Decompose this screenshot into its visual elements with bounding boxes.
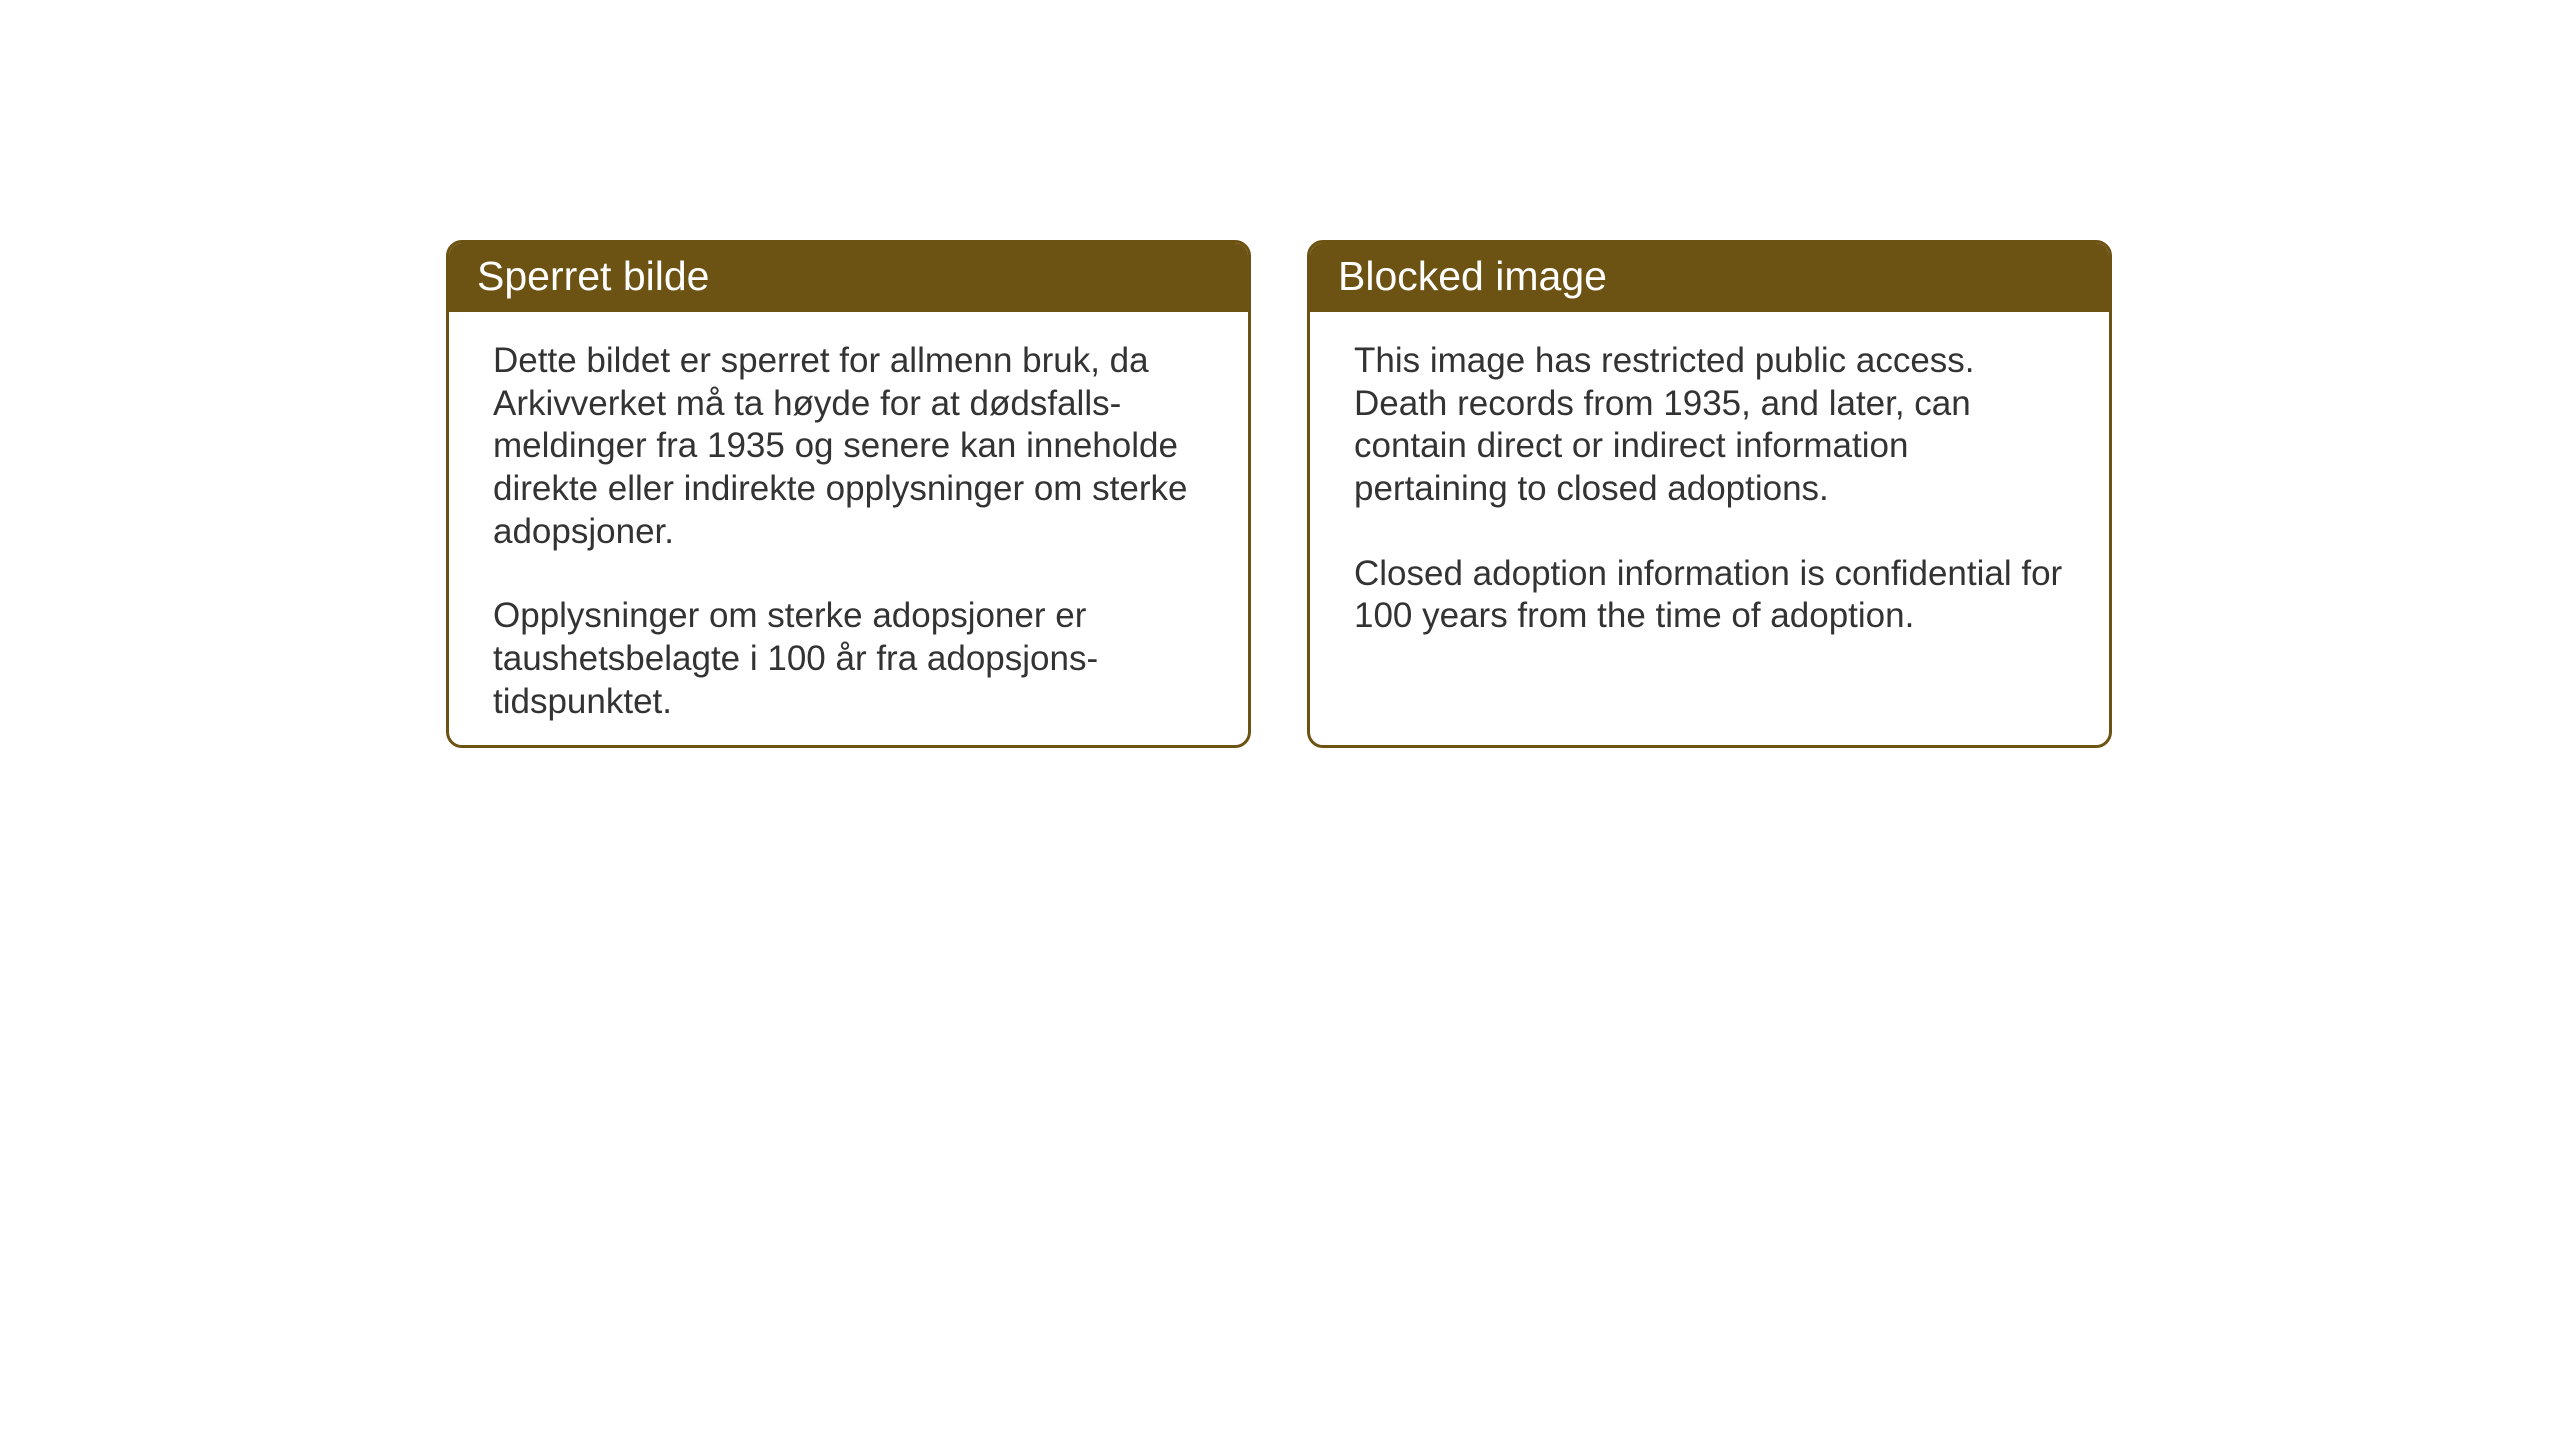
norwegian-card-title: Sperret bilde: [449, 243, 1248, 312]
cards-container: Sperret bilde Dette bildet er sperret fo…: [446, 240, 2112, 748]
english-card-title: Blocked image: [1310, 243, 2109, 312]
english-card: Blocked image This image has restricted …: [1307, 240, 2112, 748]
english-card-body: This image has restricted public access.…: [1310, 312, 2109, 666]
norwegian-paragraph-1: Dette bildet er sperret for allmenn bruk…: [493, 340, 1204, 553]
english-paragraph-2: Closed adoption information is confident…: [1354, 553, 2065, 638]
norwegian-card-body: Dette bildet er sperret for allmenn bruk…: [449, 312, 1248, 748]
english-paragraph-1: This image has restricted public access.…: [1354, 340, 2065, 511]
norwegian-paragraph-2: Opplysninger om sterke adopsjoner er tau…: [493, 595, 1204, 723]
norwegian-card: Sperret bilde Dette bildet er sperret fo…: [446, 240, 1251, 748]
